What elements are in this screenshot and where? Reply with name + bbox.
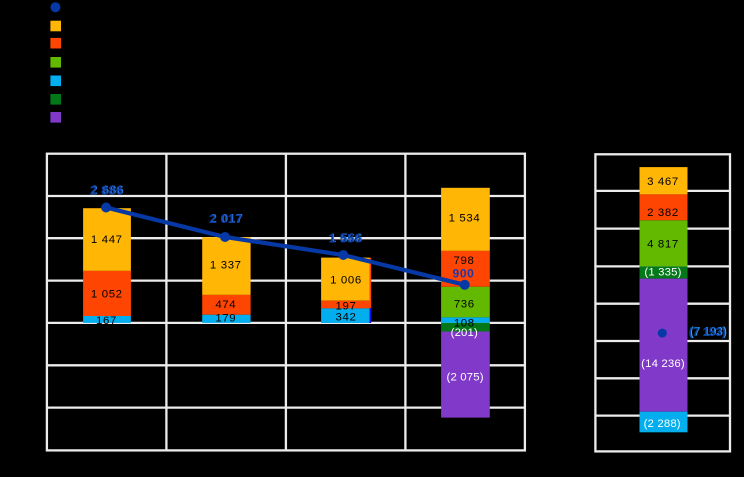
svg-text:3 467: 3 467 [647, 176, 679, 188]
svg-text:179: 179 [215, 313, 236, 325]
svg-text:(7 153): (7 153) [689, 327, 726, 339]
svg-text:1 556: 1 556 [328, 232, 361, 246]
svg-text:342: 342 [336, 312, 357, 324]
svg-text:4 817: 4 817 [647, 238, 679, 250]
svg-text:167: 167 [96, 315, 117, 327]
svg-text:474: 474 [215, 299, 236, 311]
svg-text:(1 335): (1 335) [644, 267, 681, 279]
svg-text:900: 900 [453, 267, 475, 281]
svg-text:2 017: 2 017 [210, 212, 243, 226]
svg-text:2 382: 2 382 [647, 207, 679, 219]
svg-text:(2 075): (2 075) [447, 372, 484, 384]
svg-text:(7 193): (7 193) [690, 326, 727, 338]
svg-text:2 686: 2 686 [91, 183, 124, 197]
svg-text:1 006: 1 006 [330, 275, 362, 287]
svg-text:1 447: 1 447 [91, 234, 123, 246]
svg-text:2 886: 2 886 [90, 184, 123, 198]
svg-text:(14 236): (14 236) [641, 358, 685, 370]
svg-text:1 534: 1 534 [449, 213, 481, 225]
svg-text:(2 288): (2 288) [644, 418, 681, 430]
svg-text:2 017: 2 017 [209, 212, 242, 226]
svg-text:1 566: 1 566 [330, 231, 363, 245]
svg-text:108: 108 [454, 317, 475, 329]
svg-text:(201): (201) [451, 327, 478, 339]
svg-text:1 052: 1 052 [91, 289, 123, 301]
svg-text:736: 736 [454, 298, 475, 310]
svg-text:197: 197 [336, 300, 357, 312]
svg-text:1 337: 1 337 [210, 260, 242, 272]
svg-text:798: 798 [454, 255, 475, 267]
